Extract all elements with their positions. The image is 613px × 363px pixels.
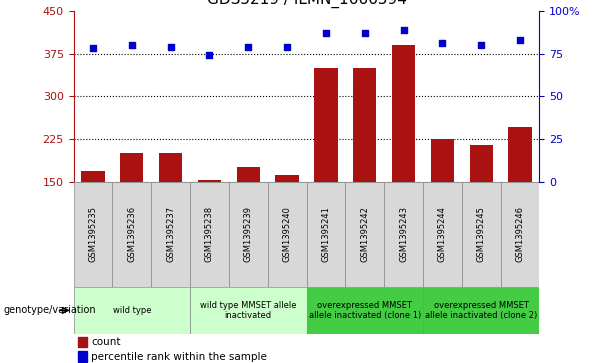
Bar — [268, 182, 306, 287]
Text: percentile rank within the sample: percentile rank within the sample — [91, 352, 267, 362]
Bar — [78, 337, 86, 347]
Text: GSM1395239: GSM1395239 — [244, 206, 253, 262]
Text: GSM1395242: GSM1395242 — [360, 206, 369, 262]
Bar — [112, 182, 151, 287]
Text: GSM1395236: GSM1395236 — [128, 206, 136, 262]
Bar — [306, 287, 423, 334]
Bar — [198, 180, 221, 182]
Bar — [151, 182, 190, 287]
Bar — [190, 182, 229, 287]
Text: GSM1395235: GSM1395235 — [88, 206, 97, 262]
Bar — [275, 175, 299, 182]
Bar — [314, 68, 338, 182]
Point — [321, 30, 331, 36]
Bar — [392, 45, 415, 182]
Text: GSM1395237: GSM1395237 — [166, 206, 175, 262]
Text: GSM1395244: GSM1395244 — [438, 206, 447, 262]
Bar — [190, 287, 306, 334]
Bar — [306, 182, 345, 287]
Point — [166, 44, 175, 50]
Bar — [74, 182, 112, 287]
Text: GSM1395238: GSM1395238 — [205, 206, 214, 262]
Point — [282, 44, 292, 50]
Title: GDS5219 / ILMN_1666594: GDS5219 / ILMN_1666594 — [207, 0, 406, 8]
Text: GSM1395241: GSM1395241 — [321, 206, 330, 262]
Bar — [237, 167, 260, 182]
Text: GSM1395245: GSM1395245 — [477, 206, 485, 262]
Bar — [423, 182, 462, 287]
Text: overexpressed MMSET
allele inactivated (clone 2): overexpressed MMSET allele inactivated (… — [425, 301, 538, 320]
Bar — [78, 351, 86, 362]
Bar — [353, 68, 376, 182]
Point — [205, 52, 215, 58]
Bar — [462, 182, 501, 287]
Text: GSM1395243: GSM1395243 — [399, 206, 408, 262]
Bar — [229, 182, 268, 287]
Point — [88, 45, 98, 51]
Bar — [501, 182, 539, 287]
Text: wild type: wild type — [113, 306, 151, 315]
Text: count: count — [91, 337, 121, 347]
Point — [127, 42, 137, 48]
Bar — [120, 153, 143, 182]
Point — [438, 40, 447, 46]
Bar — [74, 287, 190, 334]
Bar — [159, 153, 182, 182]
Point — [476, 42, 486, 48]
Text: GSM1395240: GSM1395240 — [283, 206, 292, 262]
Text: genotype/variation: genotype/variation — [3, 305, 96, 315]
Bar — [82, 171, 105, 182]
Bar — [470, 144, 493, 182]
Text: wild type MMSET allele
inactivated: wild type MMSET allele inactivated — [200, 301, 297, 320]
Point — [360, 30, 370, 36]
Text: GSM1395246: GSM1395246 — [516, 206, 525, 262]
Bar — [384, 182, 423, 287]
Point — [515, 37, 525, 43]
Bar — [508, 127, 531, 182]
Bar — [345, 182, 384, 287]
Point — [398, 27, 408, 33]
Bar — [423, 287, 539, 334]
Point — [243, 44, 253, 50]
Bar — [431, 139, 454, 182]
Text: overexpressed MMSET
allele inactivated (clone 1): overexpressed MMSET allele inactivated (… — [308, 301, 421, 320]
